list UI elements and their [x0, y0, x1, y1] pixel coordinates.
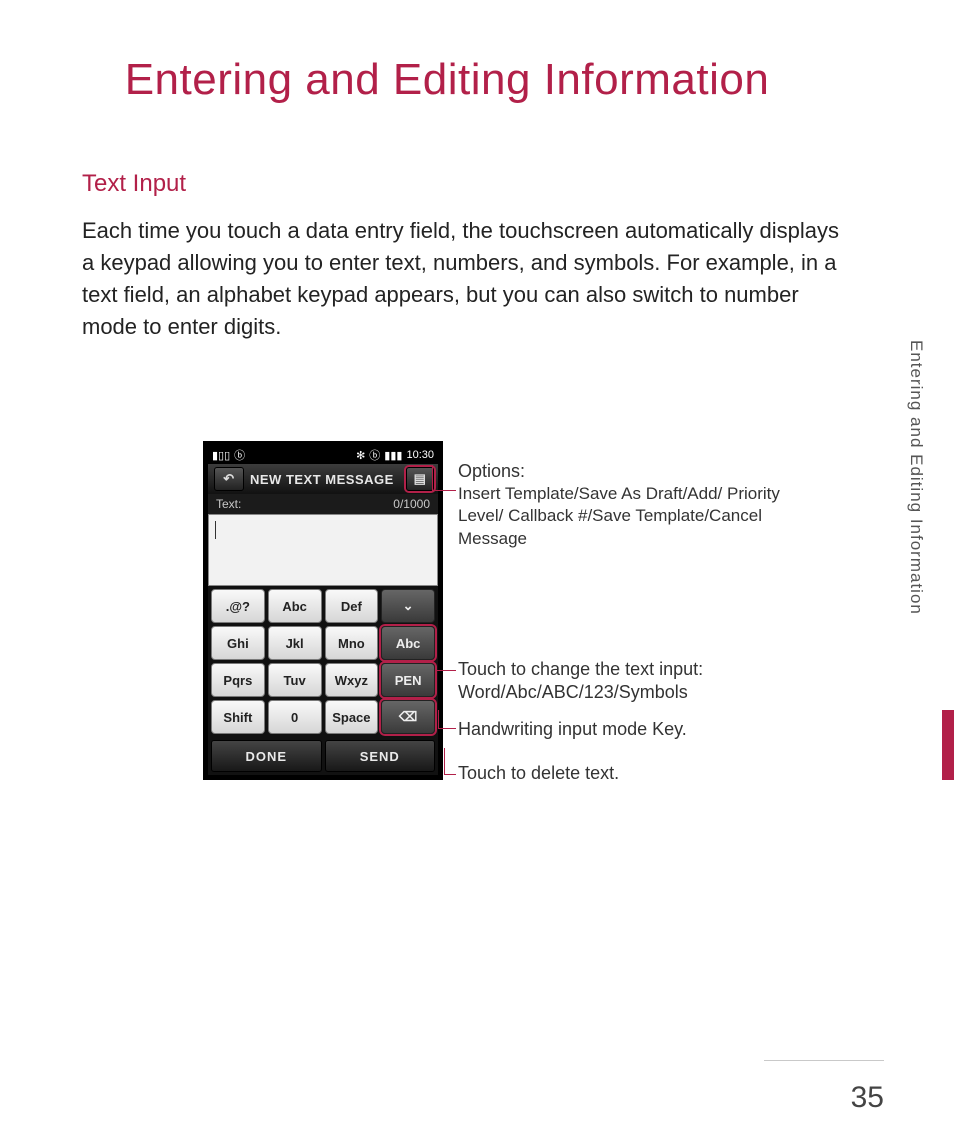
status-bar: ▮▯▯ ⓑ ✻ ⓑ ▮▮▮ 10:30: [208, 446, 438, 464]
key-2[interactable]: Def: [325, 589, 379, 623]
signal-icon: ▮▯▯: [212, 449, 230, 462]
lead-delete: [444, 774, 456, 775]
key-11[interactable]: PEN: [381, 663, 435, 697]
back-button[interactable]: ↶: [214, 467, 244, 491]
callout-options: Options: Insert Template/Save As Draft/A…: [458, 460, 788, 550]
status-time: 10:30: [406, 449, 434, 461]
key-3[interactable]: ⌄: [381, 589, 435, 623]
char-counter: 0/1000: [393, 497, 430, 511]
footer-rule: [764, 1060, 884, 1061]
text-label: Text:: [216, 497, 241, 511]
lead-options: [432, 490, 456, 491]
lead-options-v: [432, 465, 433, 490]
status-right: ✻ ⓑ ▮▮▮ 10:30: [356, 447, 434, 463]
key-9[interactable]: Tuv: [268, 663, 322, 697]
battery-icon: ▮▮▮: [384, 449, 402, 462]
text-input-area[interactable]: [208, 514, 438, 586]
done-button[interactable]: DONE: [211, 740, 322, 772]
key-13[interactable]: 0: [268, 700, 322, 734]
key-14[interactable]: Space: [325, 700, 379, 734]
screen-title: NEW TEXT MESSAGE: [250, 472, 402, 487]
back-arrow-icon: ↶: [223, 471, 234, 487]
key-7[interactable]: Abc: [381, 626, 435, 660]
intro-paragraph: Each time you touch a data entry field, …: [82, 215, 842, 343]
bottom-bar: DONE SEND: [208, 737, 438, 775]
side-tab-label: Entering and Editing Information: [906, 340, 932, 780]
key-8[interactable]: Pqrs: [211, 663, 265, 697]
page-title: Entering and Editing Information: [0, 55, 894, 105]
lead-delete-v: [444, 748, 445, 774]
callout-options-body: Insert Template/Save As Draft/Add/ Prior…: [458, 483, 788, 549]
callout-mode-line1: Touch to change the text input:: [458, 658, 798, 681]
callout-mode-line2: Word/Abc/ABC/123/Symbols: [458, 681, 798, 704]
callout-pen: Handwriting input mode Key.: [458, 718, 798, 741]
list-icon: ▤: [414, 471, 427, 487]
phone-mockup: ▮▯▯ ⓑ ✻ ⓑ ▮▮▮ 10:30 ↶ NEW TEXT MESSAGE ▤…: [204, 442, 442, 779]
lead-pen: [438, 728, 456, 729]
lead-pen-v: [438, 710, 439, 728]
key-10[interactable]: Wxyz: [325, 663, 379, 697]
side-tab: Entering and Editing Information: [906, 340, 954, 780]
section-heading: Text Input: [82, 170, 186, 198]
lead-mode: [432, 670, 456, 671]
key-6[interactable]: Mno: [325, 626, 379, 660]
key-12[interactable]: Shift: [211, 700, 265, 734]
text-cursor: [215, 521, 216, 539]
key-0[interactable]: .@?: [211, 589, 265, 623]
callout-mode: Touch to change the text input: Word/Abc…: [458, 658, 798, 705]
manual-page: Entering and Editing Information Text In…: [0, 0, 954, 1145]
callout-delete: Touch to delete text.: [458, 762, 798, 785]
side-tab-bar: [942, 710, 954, 780]
callout-options-title: Options:: [458, 460, 788, 483]
send-button[interactable]: SEND: [325, 740, 436, 772]
mode-icon: ✻: [356, 449, 365, 462]
screen-header: ↶ NEW TEXT MESSAGE ▤: [208, 464, 438, 494]
page-number: 35: [851, 1081, 884, 1115]
key-1[interactable]: Abc: [268, 589, 322, 623]
keypad: .@?AbcDef⌄GhiJklMnoAbcPqrsTuvWxyzPENShif…: [208, 586, 438, 737]
bt-icon: ⓑ: [234, 447, 245, 463]
key-15[interactable]: ⌫: [381, 700, 435, 734]
text-meta: Text: 0/1000: [208, 494, 438, 514]
options-button[interactable]: ▤: [406, 467, 434, 491]
bt2-icon: ⓑ: [369, 447, 380, 463]
key-4[interactable]: Ghi: [211, 626, 265, 660]
status-left: ▮▯▯ ⓑ: [212, 447, 245, 463]
key-5[interactable]: Jkl: [268, 626, 322, 660]
